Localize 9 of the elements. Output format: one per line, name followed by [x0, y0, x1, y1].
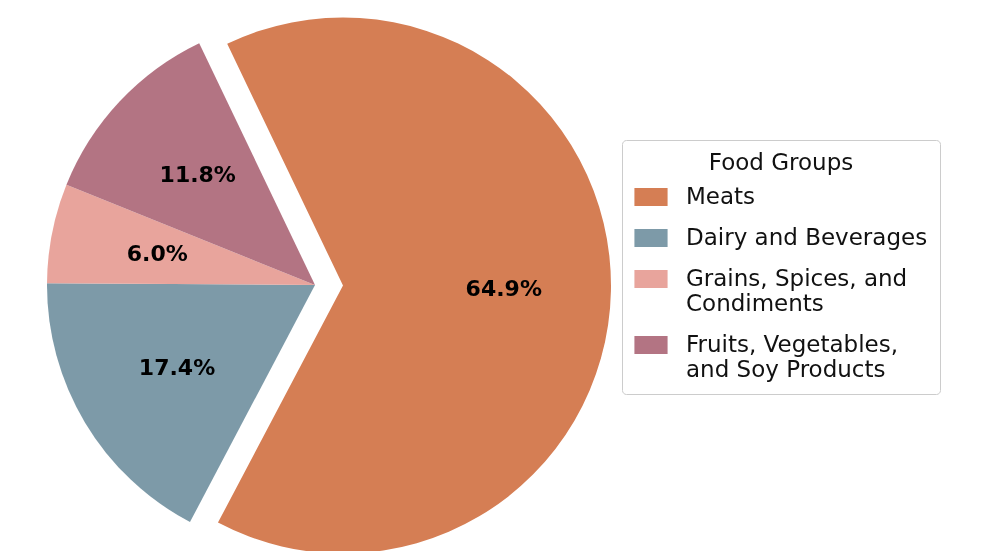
- data-label: 17.4%: [138, 354, 216, 380]
- legend-label: Dairy and Beverages: [686, 224, 928, 250]
- legend-label: Grains, Spices, and Condiments: [686, 265, 908, 316]
- legend-title: Food Groups: [708, 149, 854, 175]
- legend-label: Meats: [686, 183, 756, 209]
- data-label: 6.0%: [126, 240, 188, 266]
- legend-label: Fruits, Vegetables, and Soy Products: [686, 331, 898, 382]
- data-label: 64.9%: [465, 275, 542, 301]
- data-label: 11.8%: [159, 161, 236, 187]
